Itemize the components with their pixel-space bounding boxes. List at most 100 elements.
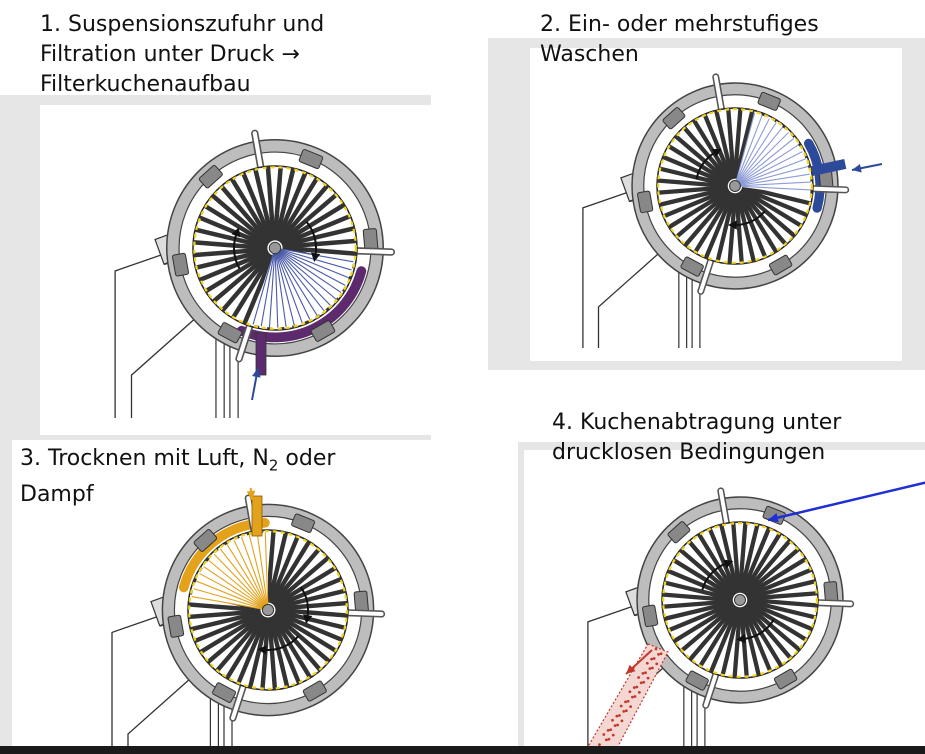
drum-spoke [734, 193, 744, 265]
drum-spoke [732, 607, 743, 679]
sector-ray [203, 566, 269, 611]
drum-spoke [268, 616, 290, 689]
steam-pipe [251, 495, 263, 537]
rotation-arrowhead [257, 645, 267, 655]
cake-particle [615, 714, 619, 718]
clamp-icon [680, 256, 704, 277]
drum-spoke [270, 540, 311, 604]
panel1-caption-line1: 1. Suspensionszufuhr und [40, 12, 325, 37]
drum-spoke [193, 612, 262, 643]
clamp-icon [217, 322, 243, 344]
drum-spoke [274, 612, 338, 653]
drum-spoke [189, 610, 262, 632]
sector-ray [274, 247, 337, 300]
wash-pipe [810, 159, 847, 176]
rotation-arrowhead [311, 252, 321, 263]
rotation-arrow-icon [734, 210, 766, 226]
drum-spoke [265, 165, 276, 241]
cake-discharge-chute [585, 643, 669, 750]
drum-spoke [265, 529, 276, 603]
drum-spoke [274, 577, 343, 608]
clamp-icon [642, 604, 659, 628]
cake-particle [624, 709, 628, 713]
drum-spoke [282, 226, 356, 248]
drum-spoke [661, 592, 733, 603]
drum-spoke [212, 252, 271, 303]
drum-spoke [675, 190, 731, 239]
sector-ray [734, 122, 777, 187]
drum-hub [734, 594, 746, 606]
sector-ray [734, 181, 811, 187]
drum-spoke [248, 617, 269, 689]
panel1-caption-line3: Filterkuchenaufbau [40, 72, 251, 97]
drum-spoke [661, 155, 729, 186]
sector-ray [734, 112, 756, 187]
drum-spoke [740, 189, 796, 238]
sector-ray [734, 165, 809, 187]
sector-ray [274, 247, 295, 326]
bottom-border [0, 746, 925, 754]
cake-particle [641, 671, 645, 675]
drum-spoke [743, 539, 792, 595]
drum-spoke [737, 192, 768, 259]
drum-spoke [225, 616, 266, 680]
clamp-icon [662, 107, 686, 130]
clamp-icon [167, 614, 185, 638]
seal-bar-inner [812, 600, 853, 606]
drum-spoke [274, 588, 347, 610]
panel1-caption: 1. Suspensionszufuhr und Filtration unte… [40, 10, 324, 100]
cake-discharge-arrow-icon-head [626, 664, 636, 674]
clamp-icon [198, 165, 223, 189]
cake-particle [646, 676, 650, 680]
sector-ray [274, 247, 318, 316]
panel3-drum-filter-icon [111, 488, 386, 750]
feed-arrow-icon-head [252, 368, 261, 378]
cake-particle [635, 685, 639, 689]
sector-ray [268, 247, 276, 328]
sector-ray [199, 573, 269, 611]
cake-particle [652, 657, 656, 660]
drum-spoke [192, 247, 268, 258]
drum-spoke [746, 579, 817, 600]
drum-spoke [221, 253, 272, 312]
rotation-arrow-icon [701, 562, 728, 591]
drum-spoke [274, 167, 296, 241]
drum-spoke [668, 189, 730, 229]
clamp-icon [302, 680, 327, 702]
sector-ray [208, 559, 269, 611]
left-edge-strip [0, 440, 12, 754]
drum-spoke [204, 251, 270, 293]
cake-particle [655, 662, 659, 666]
seal-bar-inner [252, 131, 264, 173]
panel2-drum-filter-icon [582, 73, 883, 348]
drum-spoke [187, 602, 261, 613]
drum-spoke [187, 609, 261, 620]
drum-spoke [674, 134, 730, 183]
cake-particle [609, 728, 613, 732]
drum-spoke [272, 614, 322, 672]
feed-pipe [255, 332, 267, 376]
rotation-arrowhead [728, 220, 737, 230]
cake-particle [631, 695, 634, 699]
clamp-icon [193, 529, 218, 552]
drum-spoke [672, 558, 734, 598]
drum-spoke [271, 615, 312, 679]
steam-arrow-icon-head [246, 490, 256, 500]
drum-spoke [738, 191, 778, 253]
drum-spoke [741, 188, 803, 228]
sector-ray [233, 540, 269, 611]
drum-spoke [704, 192, 735, 260]
clamp-icon [637, 190, 654, 214]
drum-spoke [679, 548, 735, 597]
sector-ray [734, 132, 789, 187]
seal-bar-inner [718, 488, 729, 529]
drum-spoke [271, 547, 321, 605]
cake-particle [618, 714, 621, 717]
drum-spoke [732, 107, 743, 179]
drum-spoke [739, 607, 749, 679]
drum-spoke [658, 166, 728, 187]
frame-line [597, 244, 670, 348]
drum-spoke [734, 109, 755, 179]
drum-spoke [279, 193, 338, 244]
drum-spoke [667, 144, 729, 184]
